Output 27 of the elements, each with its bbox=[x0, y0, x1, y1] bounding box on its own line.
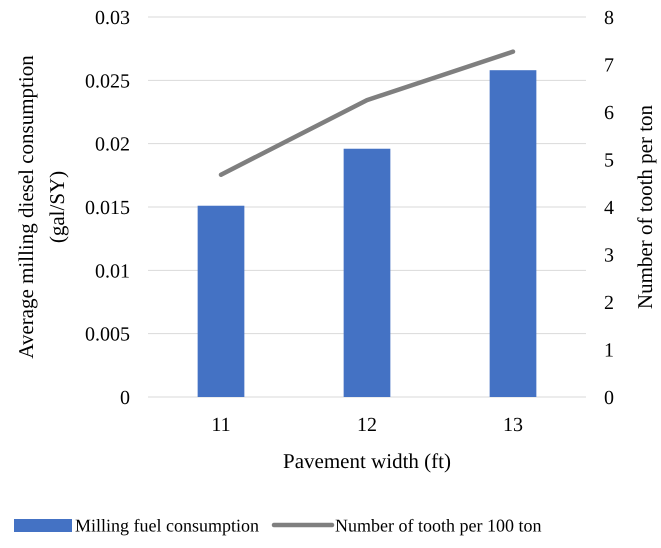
x-tick-label: 11 bbox=[211, 414, 231, 436]
x-axis-title: Pavement width (ft) bbox=[283, 449, 451, 473]
y2-tick-label: 8 bbox=[604, 7, 614, 29]
y2-tick-label: 5 bbox=[604, 150, 614, 172]
x-tick-label: 12 bbox=[357, 414, 377, 436]
y-tick-label: 0.02 bbox=[95, 134, 130, 156]
y2-tick-label: 6 bbox=[604, 102, 614, 124]
bar bbox=[344, 148, 390, 397]
y-tick-label: 0.01 bbox=[95, 260, 130, 282]
bar bbox=[490, 70, 536, 397]
y2-tick-label: 4 bbox=[604, 197, 614, 219]
y-tick-label: 0.03 bbox=[95, 7, 130, 29]
y2-tick-label: 2 bbox=[604, 292, 614, 314]
legend-label: Milling fuel consumption bbox=[75, 515, 259, 536]
bar bbox=[198, 206, 244, 397]
legend-label: Number of tooth per 100 ton bbox=[335, 515, 542, 536]
y-tick-label: 0.025 bbox=[85, 70, 130, 92]
x-tick-label: 13 bbox=[503, 414, 523, 436]
y-tick-label: 0.015 bbox=[85, 197, 130, 219]
y2-tick-label: 0 bbox=[604, 387, 614, 409]
y-tick-label: 0 bbox=[120, 387, 130, 409]
y2-tick-label: 1 bbox=[604, 340, 614, 362]
y2-tick-label: 7 bbox=[604, 54, 614, 76]
y-tick-label: 0.005 bbox=[85, 324, 130, 346]
y2-axis-title: Number of tooth per ton bbox=[633, 104, 657, 310]
y2-tick-label: 3 bbox=[604, 244, 614, 266]
y-axis-title: Average milling diesel consumption (gal/SY) bbox=[14, 54, 69, 359]
